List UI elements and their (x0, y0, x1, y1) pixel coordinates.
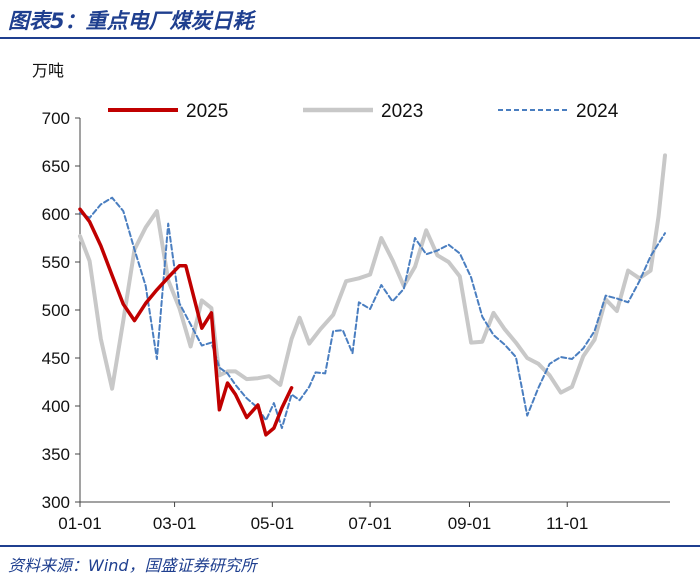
source-note: 资料来源：Wind，国盛证券研究所 (8, 556, 257, 575)
y-tick-label: 350 (42, 445, 70, 464)
legend-label-2023: 2023 (381, 101, 423, 122)
y-tick-label: 400 (42, 397, 70, 416)
series-2024-line (79, 196, 666, 430)
line-chart: 300 350 400 450 500 550 600 650 700 01-01 03-01 05-… (42, 101, 670, 533)
legend-label-2025: 2025 (186, 101, 228, 122)
y-tick-label: 450 (42, 349, 70, 368)
x-tick-label: 07-01 (348, 514, 391, 533)
title-divider (0, 37, 700, 39)
series-2025-line (78, 207, 294, 437)
y-tick-label: 600 (42, 205, 70, 224)
x-tick-label: 11-01 (546, 514, 588, 533)
series-layer (78, 153, 667, 437)
x-tick-label: 03-01 (153, 514, 196, 533)
legend-label-2024: 2024 (576, 101, 619, 122)
axes: 300 350 400 450 500 550 600 650 700 01-01 03-01 05-… (42, 109, 670, 533)
y-tick-label: 500 (42, 301, 70, 320)
footer-divider (0, 545, 700, 547)
y-tick-label: 300 (42, 493, 70, 512)
y-tick-label: 650 (42, 157, 70, 176)
series-2023-line (78, 153, 667, 395)
x-tick-label: 09-01 (448, 514, 491, 533)
x-tick-label: 01-01 (58, 514, 101, 533)
legend: 2025 2023 2024 (108, 101, 619, 122)
chart-title: 图表5：重点电厂煤炭日耗 (8, 9, 254, 33)
y-tick-label: 700 (42, 109, 70, 128)
title-bar: 图表5：重点电厂煤炭日耗 (0, 0, 700, 40)
y-axis-unit-label: 万吨 (32, 61, 65, 80)
y-tick-label: 550 (42, 253, 70, 272)
x-tick-label: 05-01 (251, 514, 294, 533)
